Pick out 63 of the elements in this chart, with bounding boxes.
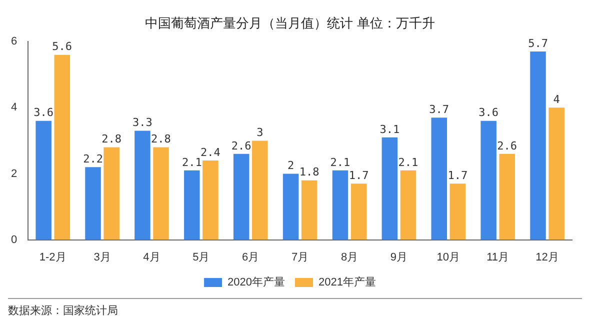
- source-note: 数据来源：国家统计局: [8, 304, 118, 317]
- bar: [54, 54, 70, 240]
- legend-label: 2021年产量: [318, 276, 376, 289]
- x-tick-label: 1-2月: [39, 251, 66, 264]
- data-label: 1.7: [448, 169, 468, 182]
- x-tick-label: 7月: [291, 251, 309, 264]
- x-tick-label: 12月: [536, 251, 559, 264]
- bar: [36, 120, 52, 240]
- y-tick-label: 2: [10, 168, 18, 180]
- data-label: 3.3: [132, 116, 152, 130]
- x-tick-label: 11月: [486, 251, 510, 264]
- data-label: 2.1: [330, 156, 350, 169]
- bar: [104, 147, 120, 240]
- bar: [134, 130, 150, 240]
- bar: [530, 52, 546, 240]
- bar: [252, 140, 268, 240]
- x-tick-label: 4月: [143, 251, 160, 264]
- data-label: 2.1: [398, 156, 418, 169]
- data-label: 3.6: [478, 106, 498, 120]
- x-tick-label: 3月: [94, 251, 111, 264]
- x-tick-label: 8月: [340, 251, 358, 264]
- bar: [332, 170, 348, 240]
- bar: [153, 147, 169, 240]
- chart-title: 中国葡萄酒产量分月（当月值）统计 单位：万千升: [145, 15, 435, 30]
- bar: [233, 154, 250, 240]
- bar: [382, 137, 398, 240]
- data-label: 2.6: [497, 139, 518, 152]
- data-label: 2.6: [231, 139, 252, 152]
- data-label: 5.6: [52, 40, 72, 54]
- y-tick-label: 4: [10, 102, 18, 114]
- data-label: 2.2: [83, 152, 103, 166]
- data-label: 3.1: [380, 122, 400, 136]
- bar: [400, 170, 416, 240]
- x-tick-label: 6月: [242, 251, 260, 264]
- legend-label: 2020年产量: [228, 276, 286, 289]
- data-label: 4: [553, 93, 560, 106]
- data-label: 2: [287, 159, 294, 172]
- bar: [431, 118, 447, 240]
- bar: [450, 184, 466, 240]
- data-label: 5.7: [528, 36, 548, 50]
- bar: [350, 184, 367, 240]
- data-label: 3.6: [34, 106, 54, 120]
- data-label: 2.1: [182, 156, 202, 169]
- bar: [282, 174, 299, 240]
- data-label: 2.8: [151, 132, 171, 146]
- bar: [184, 170, 200, 240]
- bar: [480, 120, 496, 240]
- x-tick-label: 5月: [192, 251, 210, 264]
- data-label: 1.7: [348, 169, 369, 182]
- bar: [548, 108, 564, 240]
- bar: [301, 180, 318, 240]
- x-tick-label: 10月: [436, 251, 460, 264]
- bar: [85, 167, 101, 240]
- bar: [499, 154, 515, 240]
- data-label: 3: [256, 126, 264, 140]
- data-label: 3.7: [429, 102, 450, 116]
- data-label: 2.8: [102, 132, 122, 146]
- y-tick-label: 0: [10, 234, 18, 246]
- data-label: 1.8: [299, 166, 320, 179]
- bar: [202, 160, 218, 240]
- data-label: 2.4: [200, 146, 221, 159]
- y-tick-label: 6: [10, 36, 18, 48]
- x-tick-label: 9月: [390, 251, 408, 264]
